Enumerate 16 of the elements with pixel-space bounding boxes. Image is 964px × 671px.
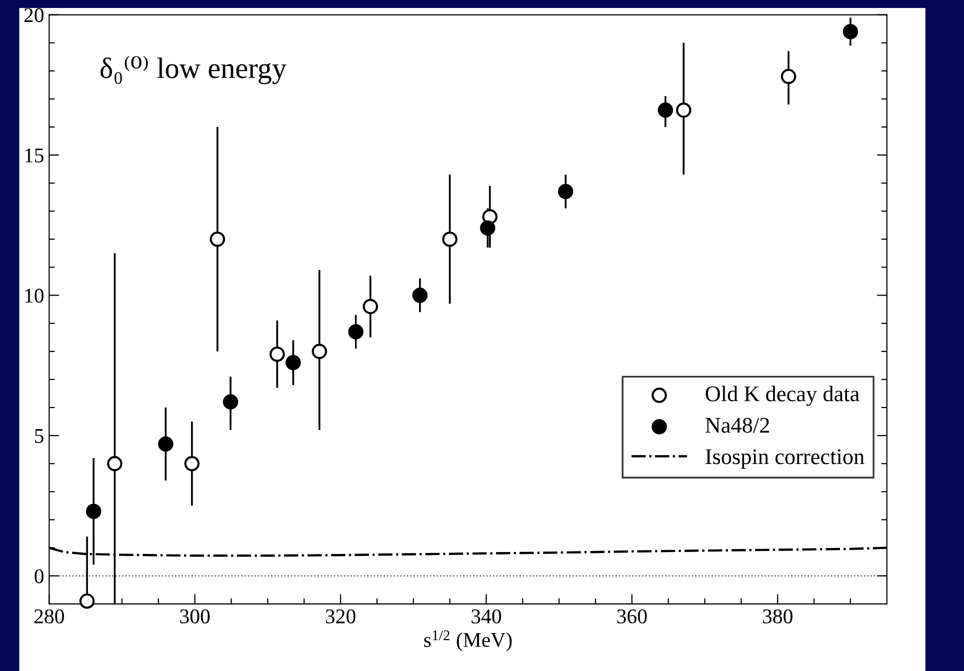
text: δ₀⁽⁰⁾ low energy (100, 56, 286, 84)
y-tick-label: 5 (35, 429, 44, 444)
legend-label: Na48/2 (705, 418, 770, 433)
x-tick-label: 320 (326, 609, 356, 624)
legend-label: Isospin correction (706, 449, 864, 469)
x-tick-label: 340 (472, 609, 502, 624)
x-tick-label: 380 (762, 609, 792, 624)
x-tick-label: 360 (617, 609, 647, 624)
legend-label: Old K decay data (706, 386, 860, 406)
x-tick-label: 280 (34, 609, 64, 624)
y-tick-label: 0 (34, 569, 44, 584)
y-tick-label: 15 (25, 148, 44, 162)
x-axis-title: s$^{1/2}$ (MeV) (424, 630, 512, 652)
x-tick-label: 300 (180, 609, 210, 624)
y-tick-label: 20 (24, 8, 44, 22)
y-tick-label: 10 (25, 288, 44, 303)
